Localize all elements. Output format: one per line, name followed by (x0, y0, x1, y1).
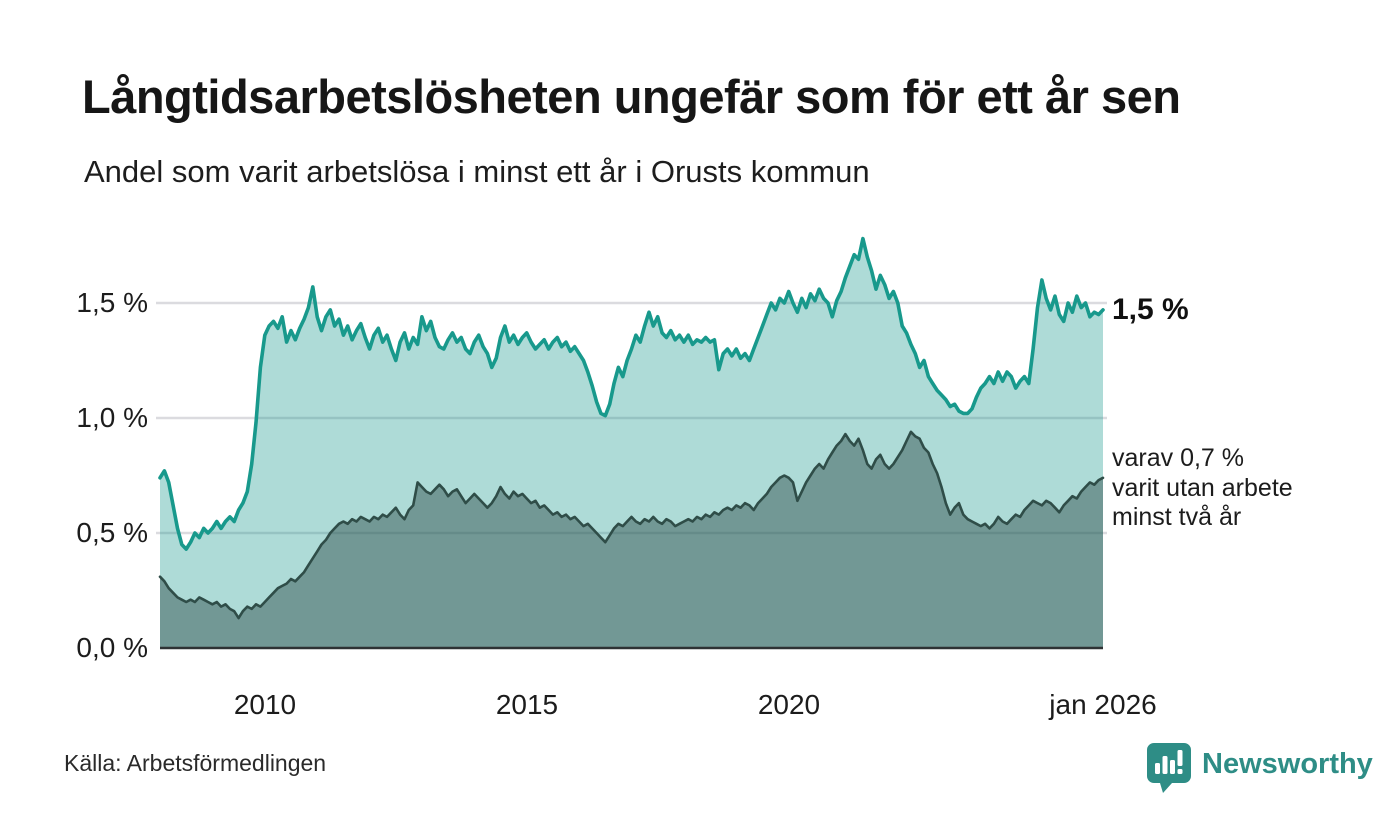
y-tick-label: 1,0 % (76, 402, 148, 433)
x-tick-label: 2010 (233, 689, 297, 720)
source-note: Källa: Arbetsförmedlingen (64, 750, 327, 776)
y-tick-label: 0,0 % (76, 632, 148, 663)
x-tick-label: 2020 (757, 689, 821, 720)
brand-logo: Newsworthy (1146, 742, 1373, 794)
x-tick-label: 2015 (495, 689, 559, 720)
end-value-label-sub-line: minst två år (1112, 503, 1242, 531)
page-subtitle: Andel som varit arbetslösa i minst ett å… (84, 154, 870, 189)
y-tick-label: 1,5 % (76, 287, 148, 318)
line-unemployed-two-years (158, 430, 1105, 620)
end-value-label-sub-line: varav 0,7 % (1112, 444, 1245, 472)
page-title: Långtidsarbetslösheten ungefär som för e… (82, 70, 1181, 123)
x-tick-label: jan 2026 (1049, 689, 1157, 720)
line-unemployed-one-year (158, 236, 1105, 551)
end-value-label-sub-line: varit utan arbete (1112, 473, 1293, 502)
y-tick-label: 0,5 % (76, 517, 148, 548)
brand-name: Newsworthy (1202, 748, 1373, 780)
end-value-label-sub: varav 0,7 % varit utan arbete minst två år (1112, 444, 1293, 533)
area-fill-unemployed-two-years (160, 431, 1103, 648)
end-value-label-main: 1,5 % (1112, 293, 1189, 326)
newsworthy-icon (1147, 743, 1191, 793)
area-fill-unemployed-one-year (160, 238, 1103, 648)
